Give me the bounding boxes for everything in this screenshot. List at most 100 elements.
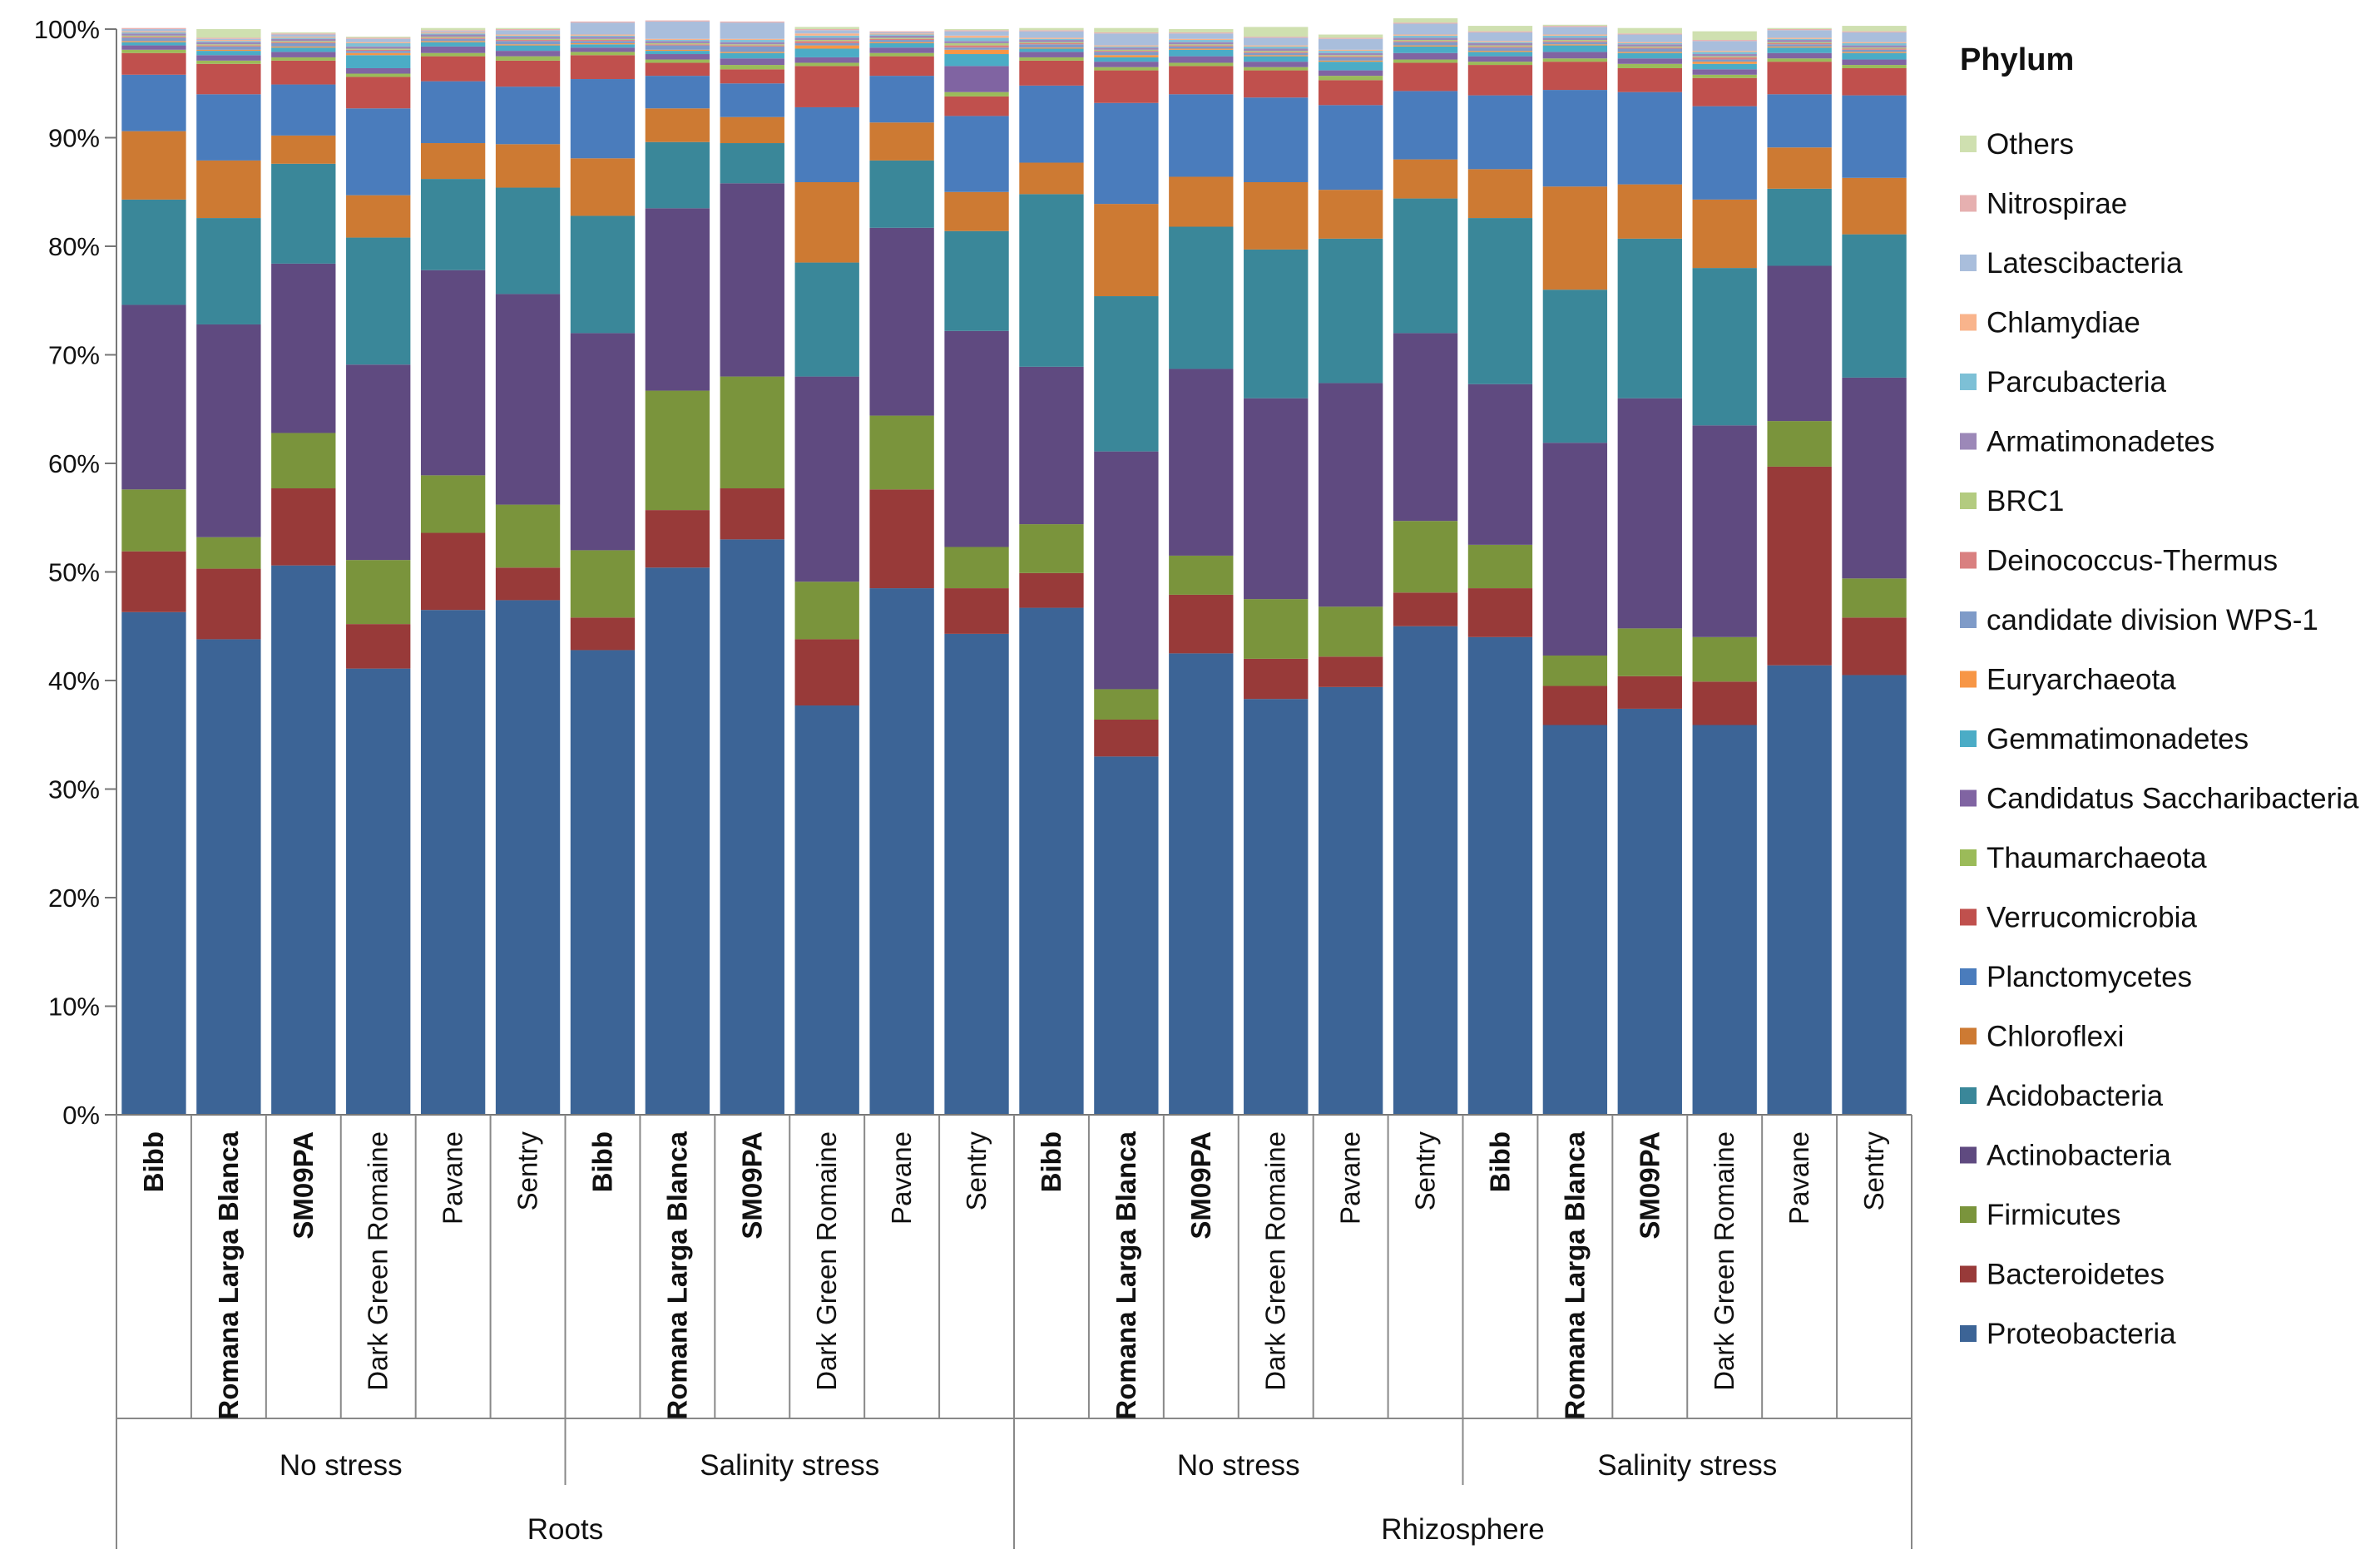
bar-segment — [944, 54, 1009, 67]
bar-segment — [1393, 59, 1458, 63]
bar-segment — [1393, 34, 1458, 36]
bar-segment — [570, 34, 636, 36]
bar-segment — [1842, 32, 1907, 42]
legend-label: Planctomycetes — [1987, 961, 2192, 993]
bar-segment — [1244, 56, 1309, 62]
bar-segment — [1692, 74, 1757, 78]
bar-segment — [794, 705, 859, 1115]
bar-segment — [794, 37, 859, 41]
bar-segment — [645, 108, 710, 142]
bar-segment — [271, 34, 336, 37]
bar-segment — [1318, 55, 1383, 57]
bar-segment — [346, 42, 411, 47]
y-tick-label: 70% — [48, 341, 100, 370]
bar-segment — [1767, 44, 1832, 47]
legend-label: Chlamydiae — [1987, 307, 2140, 339]
bar-segment — [794, 57, 859, 63]
legend-label: Armatimonadetes — [1987, 426, 2214, 458]
category-label: Sentry — [1858, 1131, 1889, 1211]
legend-label: Candidatus Saccharibacteria — [1987, 783, 2359, 815]
bar-segment — [869, 35, 934, 38]
bar-segment — [1244, 48, 1309, 52]
bar-segment — [570, 41, 636, 43]
legend-swatch — [1960, 908, 1977, 926]
bar-segment — [944, 29, 1009, 31]
bar-segment — [1019, 31, 1084, 38]
category-label: Romana Larga Blanca — [1111, 1131, 1141, 1419]
bar-segment — [570, 22, 636, 35]
bar-segment — [1842, 26, 1907, 32]
bar-segment — [869, 52, 934, 57]
bar-segment — [196, 29, 261, 38]
bar-segment — [720, 38, 784, 41]
bar-segment — [1467, 636, 1533, 1115]
bar-segment — [1767, 40, 1832, 42]
bar-segment — [1094, 27, 1159, 32]
y-tick-label: 20% — [48, 883, 100, 913]
bar-segment — [1767, 29, 1832, 31]
bar-segment — [271, 32, 336, 34]
bar-segment — [495, 567, 561, 601]
bar-segment — [1842, 42, 1907, 46]
bar-segment — [1318, 34, 1383, 38]
legend-label: Nitrospirae — [1987, 188, 2127, 220]
bar-segment — [495, 38, 561, 41]
bar-segment — [1094, 55, 1159, 57]
bar-segment — [570, 333, 636, 551]
bar-segment — [1467, 544, 1533, 589]
bar-segment — [944, 31, 1009, 36]
bar-segment — [944, 66, 1009, 92]
bar-segment — [794, 639, 859, 706]
bar-segment — [1169, 56, 1234, 63]
bar-segment — [1767, 265, 1832, 422]
bar-segment — [1767, 58, 1832, 62]
bar-segment — [570, 215, 636, 334]
bar-segment — [794, 182, 859, 263]
bar-segment — [271, 57, 336, 61]
bar-segment — [346, 560, 411, 625]
bar-segment — [1842, 617, 1907, 676]
bar-segment — [1617, 48, 1682, 52]
category-label: Sentry — [961, 1131, 992, 1211]
bar-segment — [1393, 22, 1458, 24]
bar-segment — [1842, 45, 1907, 48]
bar-segment — [1692, 268, 1757, 426]
bar-segment — [944, 49, 1009, 55]
legend-label: Others — [1987, 128, 2074, 161]
y-tick-label: 100% — [34, 15, 100, 44]
bar-segment — [1542, 52, 1608, 59]
bar-segment — [495, 41, 561, 45]
legend-swatch — [1960, 136, 1977, 152]
bar-segment — [645, 59, 710, 63]
bar-segment — [720, 44, 784, 46]
bar-segment — [271, 41, 336, 42]
bar-segment — [121, 52, 186, 75]
bar-segment — [1393, 592, 1458, 626]
bar-segment — [271, 263, 336, 433]
bar-segment — [1019, 60, 1084, 86]
bar-segment — [121, 27, 186, 29]
bar-segment — [1767, 421, 1832, 467]
bar-segment — [271, 37, 336, 39]
bar-segment — [1318, 76, 1383, 81]
legend-swatch — [1960, 492, 1977, 509]
bar-segment — [720, 183, 784, 377]
bar-segment — [346, 67, 411, 74]
bar-segment — [1467, 51, 1533, 52]
bar-segment — [121, 37, 186, 42]
bar-segment — [121, 304, 186, 490]
y-tick-label: 90% — [48, 124, 100, 153]
bar-segment — [346, 364, 411, 561]
bar-segment — [1617, 27, 1682, 34]
bar-segment — [1767, 188, 1832, 266]
bar-segment — [495, 294, 561, 505]
bar-segment — [346, 38, 411, 42]
bar-segment — [1692, 681, 1757, 725]
bar-segment — [1692, 31, 1757, 41]
bar-segment — [869, 37, 934, 39]
bar-segment — [1842, 65, 1907, 68]
legend-label: Latescibacteria — [1987, 247, 2183, 280]
category-label: Pavane — [1784, 1131, 1814, 1225]
bar-segment — [420, 42, 486, 47]
bar-segment — [1467, 588, 1533, 637]
